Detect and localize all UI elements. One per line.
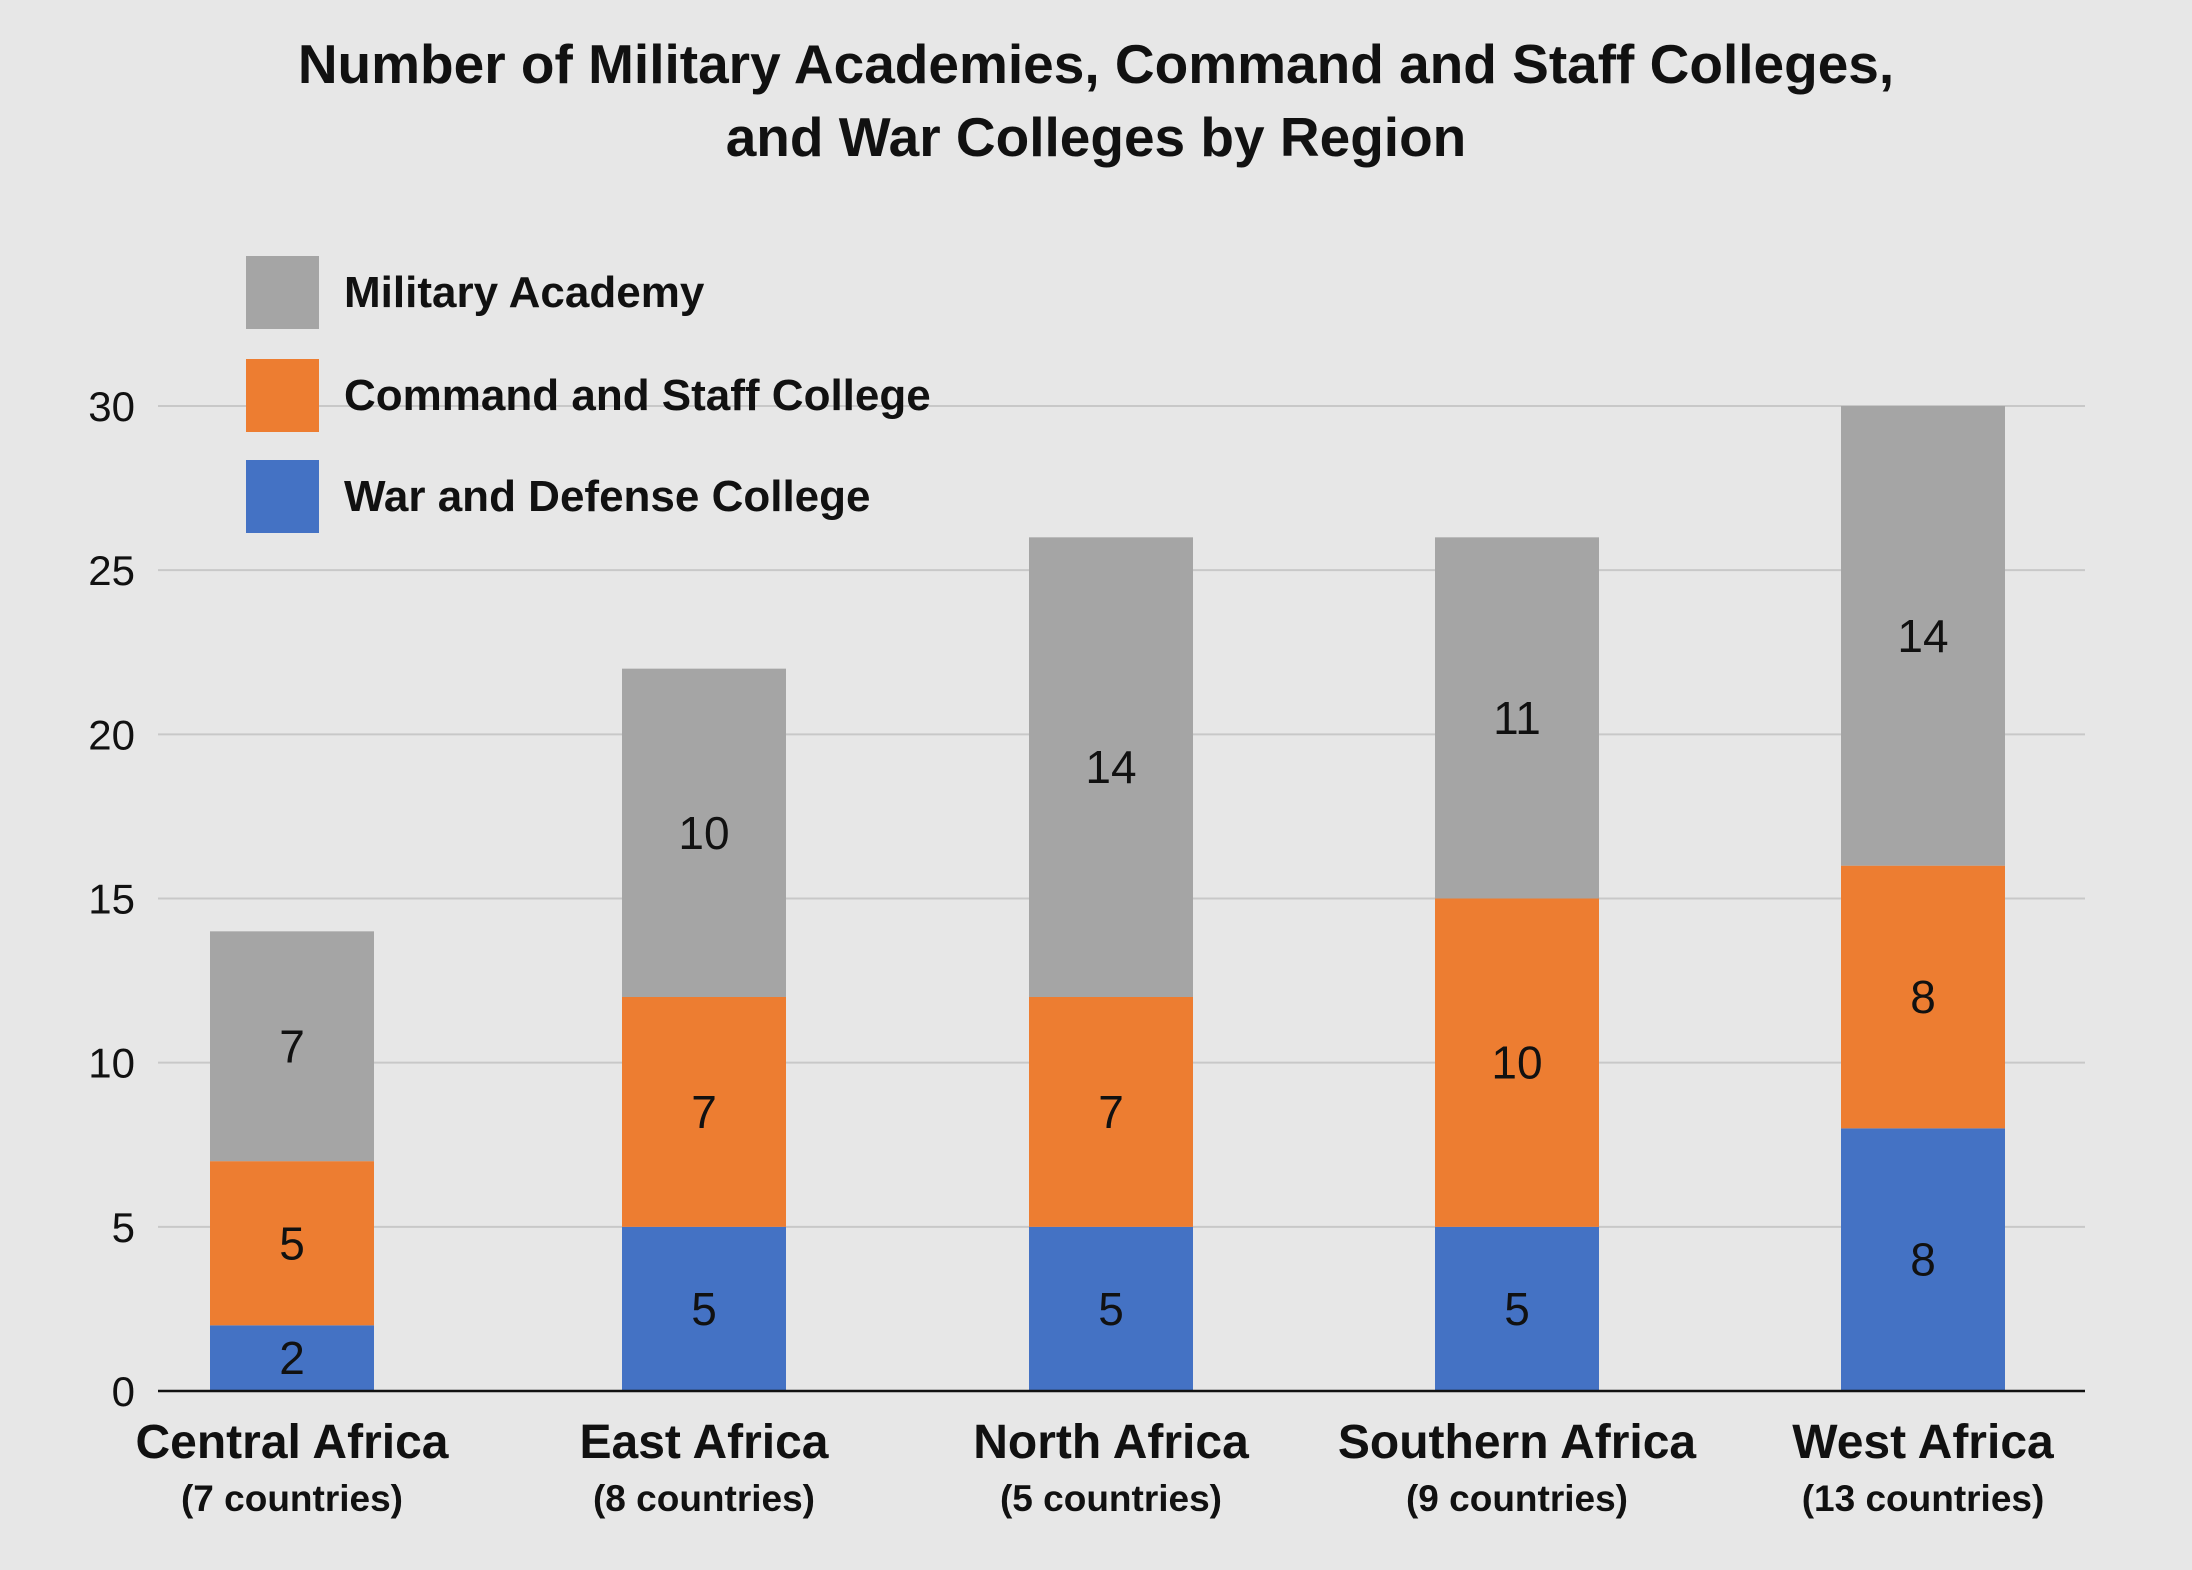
bar-stack: 5 7 14 [1029, 537, 1193, 1391]
bar-segment [1029, 1226, 1193, 1391]
bar-value-label: 8 [1910, 971, 1936, 1023]
bar-value-label: 5 [1098, 1283, 1124, 1335]
legend-swatch [246, 359, 319, 432]
category-label: East Africa [580, 1416, 829, 1469]
bar-segment [622, 997, 786, 1227]
category-label: West Africa [1792, 1416, 2054, 1469]
legend-swatch [246, 256, 319, 329]
bar-value-label: 5 [279, 1217, 305, 1269]
legend-swatch [246, 460, 319, 533]
bar-segment [210, 1325, 374, 1391]
legend-item: Military Academy [246, 256, 705, 329]
bar-stack: 2 5 7 [210, 931, 374, 1391]
category-label: Southern Africa [1338, 1416, 1697, 1469]
y-tick-label: 20 [88, 711, 135, 758]
bar-value-label: 7 [691, 1086, 717, 1138]
y-tick-label: 0 [112, 1368, 135, 1415]
bar-value-label: 14 [1085, 741, 1136, 793]
y-tick-label: 30 [88, 383, 135, 430]
bar-stack: 5 10 11 [1435, 537, 1599, 1391]
legend-label: Command and Staff College [344, 371, 931, 420]
bar-value-label: 14 [1897, 610, 1948, 662]
y-axis-ticks: 0 5 10 15 20 25 30 [88, 383, 135, 1415]
bar-value-label: 7 [1098, 1086, 1124, 1138]
category-label: Central Africa [136, 1416, 449, 1469]
bar-stack: 8 8 14 [1841, 406, 2005, 1391]
bar-value-label: 5 [691, 1283, 717, 1335]
bar-segment [1841, 1128, 2005, 1391]
legend-item: War and Defense College [246, 460, 871, 533]
bar-segment [1435, 537, 1599, 899]
legend-label: Military Academy [344, 268, 705, 317]
legend-item: Command and Staff College [246, 359, 931, 432]
bar-segment [622, 668, 786, 997]
y-tick-label: 15 [88, 876, 135, 923]
bar-value-label: 10 [678, 807, 729, 859]
bar-value-label: 5 [1504, 1283, 1530, 1335]
category-sublabel: (8 countries) [593, 1478, 815, 1519]
bar-stack: 5 7 10 [622, 668, 786, 1391]
x-axis-labels: Central Africa (7 countries) East Africa (8… [136, 1416, 2055, 1519]
bar-segment [1841, 406, 2005, 866]
chart-title-line-1: Number of Military Academies, Command an… [298, 33, 1894, 95]
category-sublabel: (7 countries) [181, 1478, 403, 1519]
y-tick-label: 25 [88, 547, 135, 594]
legend-label: War and Defense College [344, 472, 871, 521]
bar-value-label: 2 [279, 1332, 305, 1384]
bar-segment [1435, 898, 1599, 1227]
bar-value-label: 8 [1910, 1234, 1936, 1286]
bar-segment [1841, 865, 2005, 1129]
bar-segment [1435, 1226, 1599, 1391]
legend: Military Academy Command and Staff Colleg… [246, 256, 931, 533]
bar-value-label: 11 [1493, 692, 1541, 744]
category-sublabel: (5 countries) [1000, 1478, 1222, 1519]
y-tick-label: 10 [88, 1040, 135, 1087]
category-sublabel: (9 countries) [1406, 1478, 1628, 1519]
chart-title: Number of Military Academies, Command an… [298, 33, 1894, 168]
bar-segment [210, 931, 374, 1162]
bars: 2 5 7 5 7 10 5 7 14 5 10 11 8 8 14 [210, 406, 2005, 1391]
bar-value-label: 7 [279, 1020, 305, 1072]
bar-segment [210, 1161, 374, 1326]
category-sublabel: (13 countries) [1802, 1478, 2045, 1519]
y-tick-label: 5 [112, 1204, 135, 1251]
bar-segment [622, 1226, 786, 1391]
bar-segment [1029, 537, 1193, 997]
bar-value-label: 10 [1491, 1037, 1542, 1089]
bar-segment [1029, 997, 1193, 1227]
chart-title-line-2: and War Colleges by Region [726, 106, 1467, 168]
category-label: North Africa [973, 1416, 1249, 1469]
